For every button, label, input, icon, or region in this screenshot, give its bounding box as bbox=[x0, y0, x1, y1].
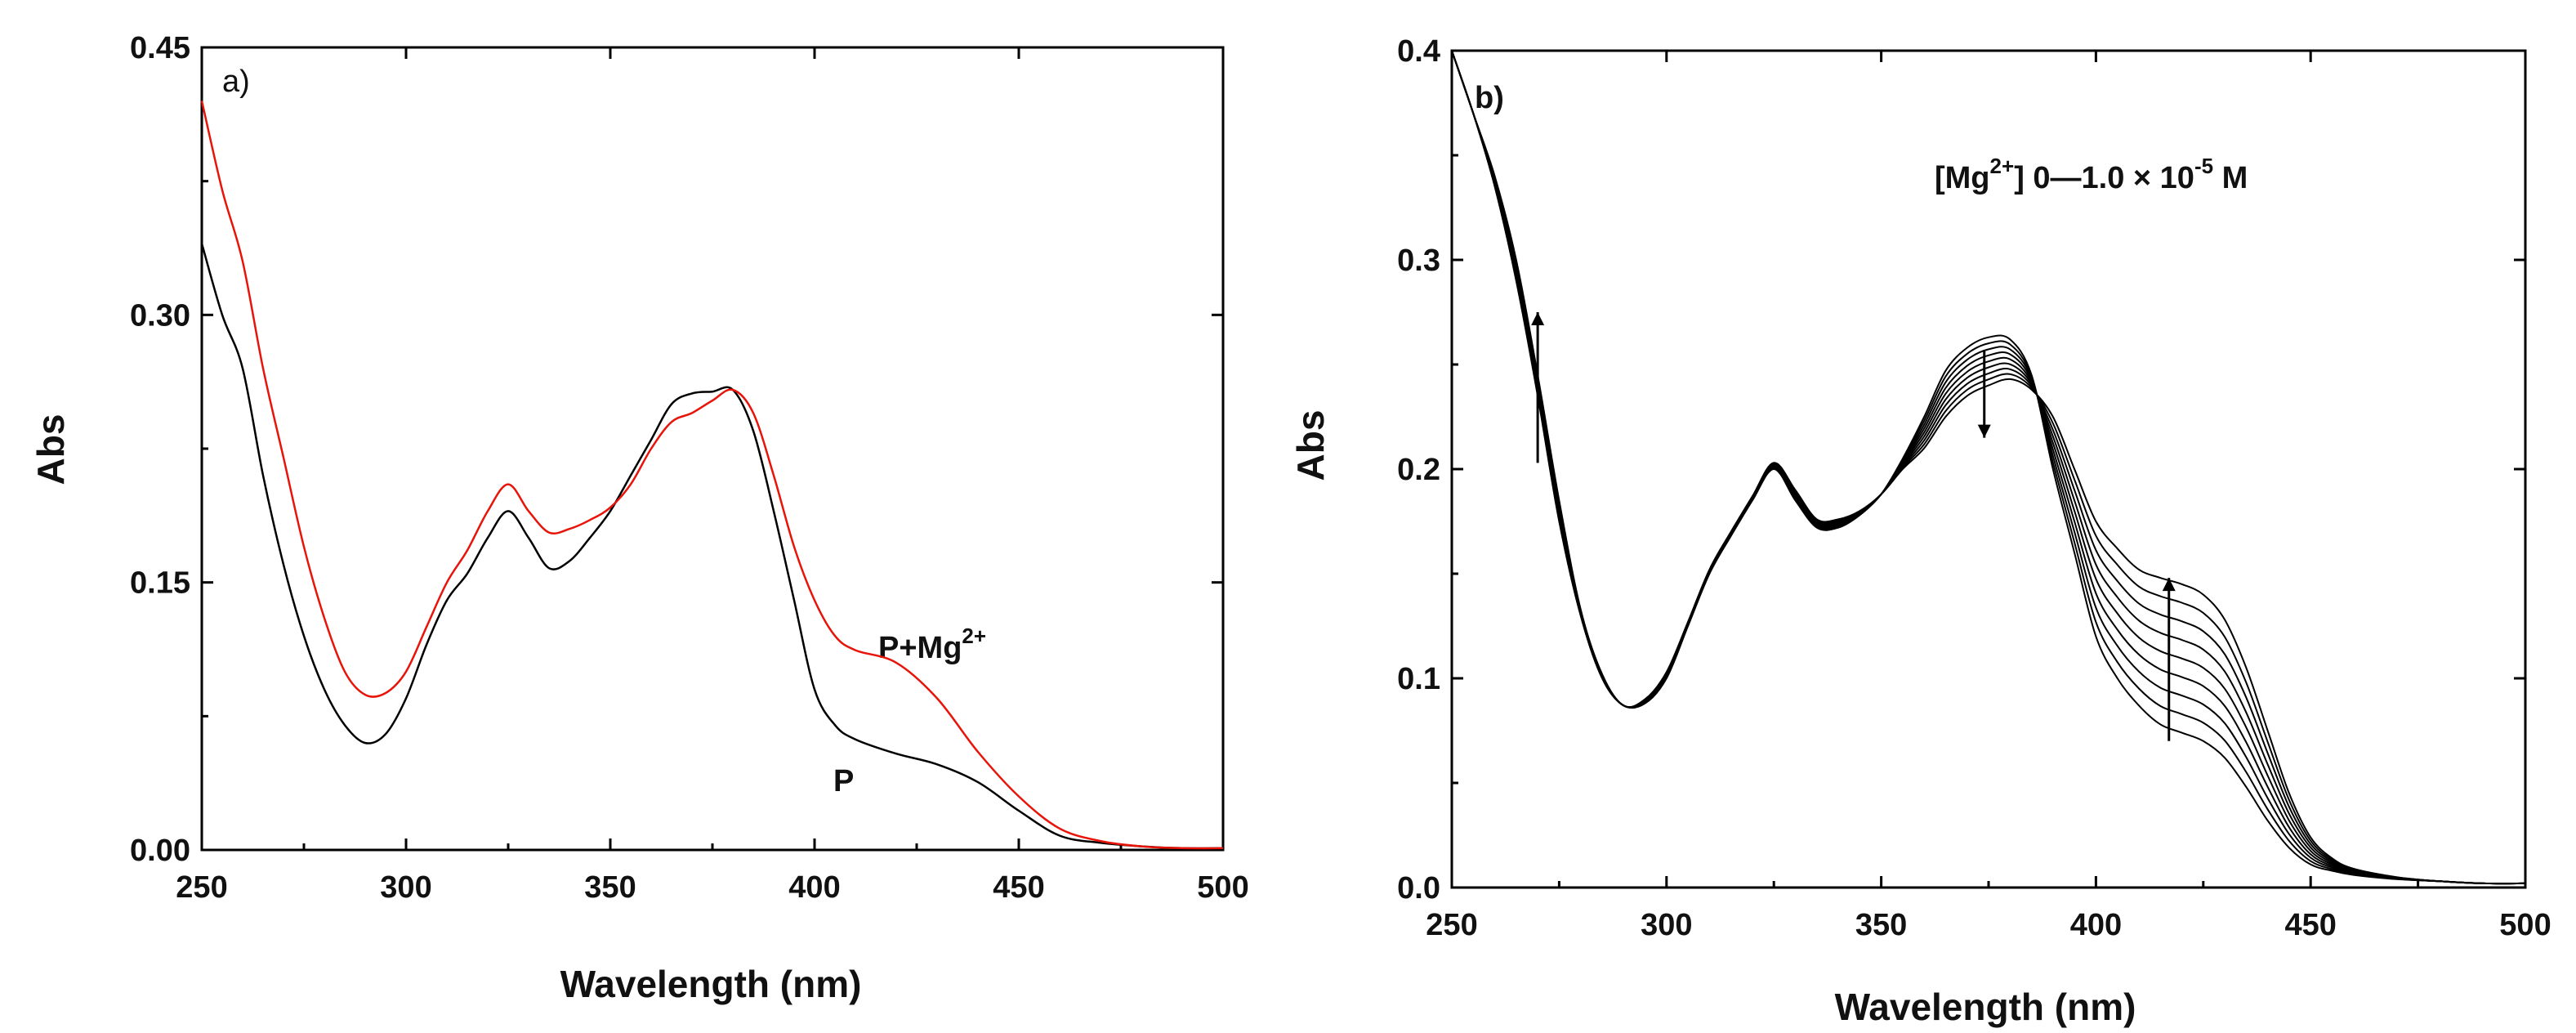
panel-b-xlabel: Wavelength (nm) bbox=[1835, 986, 2136, 1028]
panel-b-x-tick-label: 300 bbox=[1641, 908, 1692, 942]
panel-a-ylabel: Abs bbox=[29, 414, 72, 485]
trend-arrow-head bbox=[2162, 578, 2176, 592]
panel-a-y-tick-label: 0.00 bbox=[130, 834, 190, 868]
panel-b-x-tick-label: 350 bbox=[1855, 908, 1907, 942]
panel-a-xlabel: Wavelength (nm) bbox=[560, 963, 862, 1005]
panel-b-x-tick-label: 400 bbox=[2070, 908, 2122, 942]
panel-a-y-tick-label: 0.45 bbox=[130, 31, 190, 65]
concentration-annotation: [Mg2+] 0—1.0 × 10-5 M bbox=[1935, 154, 2248, 195]
panel-b-y-tick-label: 0.0 bbox=[1397, 871, 1440, 906]
panel-b-ylabel: Abs bbox=[1289, 410, 1332, 481]
panel-a-x-tick-label: 350 bbox=[584, 870, 636, 905]
panel-a: a) Wavelength (nm) Abs P P+Mg2+ 250 300 35… bbox=[29, 31, 1249, 1005]
panel-a-y-tick-label: 0.15 bbox=[130, 566, 190, 601]
panel-b-y-tick-label: 0.3 bbox=[1397, 244, 1440, 278]
series-label-p-mg: P+Mg2+ bbox=[878, 624, 986, 665]
series-label-p: P bbox=[833, 764, 854, 798]
trend-arrow-head bbox=[1531, 312, 1545, 325]
panel-b-y-tick-label: 0.1 bbox=[1397, 662, 1440, 696]
panel-b-x-tick-label: 500 bbox=[2499, 908, 2551, 942]
panel-b-x-tick-label: 250 bbox=[1426, 908, 1477, 942]
panel-a-x-tick-label: 450 bbox=[993, 870, 1044, 905]
panel-a-x-tick-label: 500 bbox=[1197, 870, 1248, 905]
panel-b-x-tick-label: 450 bbox=[2284, 908, 2336, 942]
series-p-line bbox=[200, 243, 1224, 850]
panel-a-x-tick-label: 300 bbox=[380, 870, 431, 905]
panel-a-x-tick-label: 250 bbox=[176, 870, 227, 905]
panel-a-label: a) bbox=[222, 65, 250, 99]
panel-a-y-tick-label: 0.30 bbox=[130, 298, 190, 333]
trend-arrow-head bbox=[1977, 424, 1991, 438]
panel-b-label: b) bbox=[1475, 81, 1504, 115]
panel-a-x-tick-label: 400 bbox=[788, 870, 840, 905]
panel-b-y-tick-label: 0.2 bbox=[1397, 453, 1440, 487]
panel-a-frame bbox=[200, 46, 1225, 852]
panel-b-y-tick-label: 0.4 bbox=[1397, 34, 1440, 69]
titration-curve bbox=[1451, 50, 2526, 885]
panel-b: b) Wavelength (nm) Abs [Mg2+] 0—1.0 × 10… bbox=[1289, 34, 2551, 1028]
series-p-mg-line bbox=[200, 101, 1224, 850]
